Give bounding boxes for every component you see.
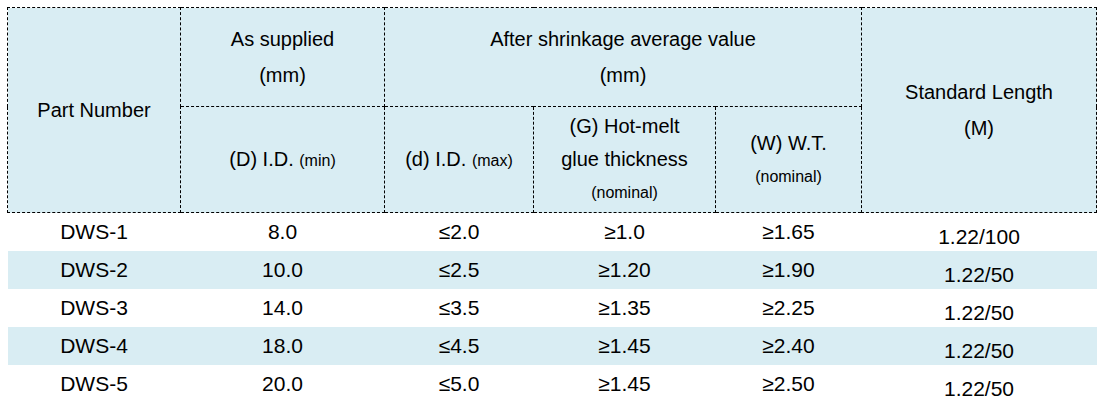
cell-part-number: DWS-1 xyxy=(8,213,181,251)
as-supplied-unit: (mm) xyxy=(181,57,384,93)
cell-id-max: ≤4.5 xyxy=(385,327,534,365)
id-min-qualifier: (min) xyxy=(299,152,335,169)
as-supplied-label: As supplied xyxy=(181,21,384,57)
cell-wall-thickness: ≥2.50 xyxy=(716,365,862,403)
cell-glue-thickness: ≥1.45 xyxy=(534,365,716,403)
cell-id-max: ≤3.5 xyxy=(385,289,534,327)
spec-sheet-page: Part Number As supplied (mm) After shrin… xyxy=(0,0,1103,405)
cell-standard-length: 1.22/50 xyxy=(862,289,1097,327)
cell-glue-thickness: ≥1.45 xyxy=(534,327,716,365)
cell-standard-length: 1.22/50 xyxy=(862,327,1097,365)
cell-id-min: 20.0 xyxy=(181,365,385,403)
cell-part-number: DWS-4 xyxy=(8,327,181,365)
cell-id-max: ≤2.5 xyxy=(385,251,534,289)
standard-length-value: 1.22/100 xyxy=(938,225,1020,249)
cell-standard-length: 1.22/100 xyxy=(862,213,1097,251)
cell-id-min: 8.0 xyxy=(181,213,385,251)
glue-thickness-label-2: glue thickness xyxy=(534,143,715,176)
col-header-after-shrinkage: After shrinkage average value (mm) xyxy=(385,8,862,107)
cell-part-number: DWS-2 xyxy=(8,251,181,289)
cell-wall-thickness: ≥2.40 xyxy=(716,327,862,365)
cell-glue-thickness: ≥1.35 xyxy=(534,289,716,327)
col-header-wall-thickness: (W) W.T. (nominal) xyxy=(716,107,862,213)
glue-thickness-label-1: (G) Hot-melt xyxy=(534,110,715,143)
cell-standard-length: 1.22/50 xyxy=(862,251,1097,289)
id-max-label: (d) I.D. xyxy=(405,148,466,170)
col-header-part-number: Part Number xyxy=(8,8,181,213)
cell-wall-thickness: ≥1.65 xyxy=(716,213,862,251)
cell-wall-thickness: ≥2.25 xyxy=(716,289,862,327)
id-min-label: (D) I.D. xyxy=(229,148,293,170)
col-header-standard-length: Standard Length (M) xyxy=(862,8,1097,213)
cell-id-min: 10.0 xyxy=(181,251,385,289)
table-row-dws-2: DWS-2 10.0 ≤2.5 ≥1.20 ≥1.90 1.22/50 xyxy=(8,251,1097,289)
wall-thickness-label: (W) W.T. xyxy=(716,127,861,160)
cell-glue-thickness: ≥1.0 xyxy=(534,213,716,251)
glue-thickness-qualifier: (nominal) xyxy=(534,176,715,209)
wall-thickness-qualifier: (nominal) xyxy=(716,160,861,193)
table-row-dws-1: DWS-1 8.0 ≤2.0 ≥1.0 ≥1.65 1.22/100 xyxy=(8,213,1097,251)
cell-standard-length: 1.22/50 xyxy=(862,365,1097,403)
standard-length-unit: (M) xyxy=(862,110,1096,146)
table-row-dws-3: DWS-3 14.0 ≤3.5 ≥1.35 ≥2.25 1.22/50 xyxy=(8,289,1097,327)
col-header-id-max: (d) I.D. (max) xyxy=(385,107,534,213)
table-row-dws-5: DWS-5 20.0 ≤5.0 ≥1.45 ≥2.50 1.22/50 xyxy=(8,365,1097,403)
standard-length-label: Standard Length xyxy=(862,74,1096,110)
table-row-dws-4: DWS-4 18.0 ≤4.5 ≥1.45 ≥2.40 1.22/50 xyxy=(8,327,1097,365)
header-row-1: Part Number As supplied (mm) After shrin… xyxy=(8,8,1097,107)
id-max-qualifier: (max) xyxy=(472,152,513,169)
part-number-label: Part Number xyxy=(37,99,150,121)
after-shrinkage-label: After shrinkage average value xyxy=(385,21,861,57)
cell-id-min: 14.0 xyxy=(181,289,385,327)
col-header-glue-thickness: (G) Hot-melt glue thickness (nominal) xyxy=(534,107,716,213)
col-header-id-min: (D) I.D. (min) xyxy=(181,107,385,213)
cell-glue-thickness: ≥1.20 xyxy=(534,251,716,289)
shrink-tube-spec-table: Part Number As supplied (mm) After shrin… xyxy=(7,7,1097,403)
cell-id-min: 18.0 xyxy=(181,327,385,365)
standard-length-value: 1.22/50 xyxy=(944,339,1014,363)
cell-id-max: ≤5.0 xyxy=(385,365,534,403)
cell-wall-thickness: ≥1.90 xyxy=(716,251,862,289)
col-header-as-supplied: As supplied (mm) xyxy=(181,8,385,107)
standard-length-value: 1.22/50 xyxy=(944,263,1014,287)
cell-id-max: ≤2.0 xyxy=(385,213,534,251)
cell-part-number: DWS-3 xyxy=(8,289,181,327)
cell-part-number: DWS-5 xyxy=(8,365,181,403)
standard-length-value: 1.22/50 xyxy=(944,301,1014,325)
after-shrinkage-unit: (mm) xyxy=(385,57,861,93)
standard-length-value: 1.22/50 xyxy=(944,377,1014,401)
